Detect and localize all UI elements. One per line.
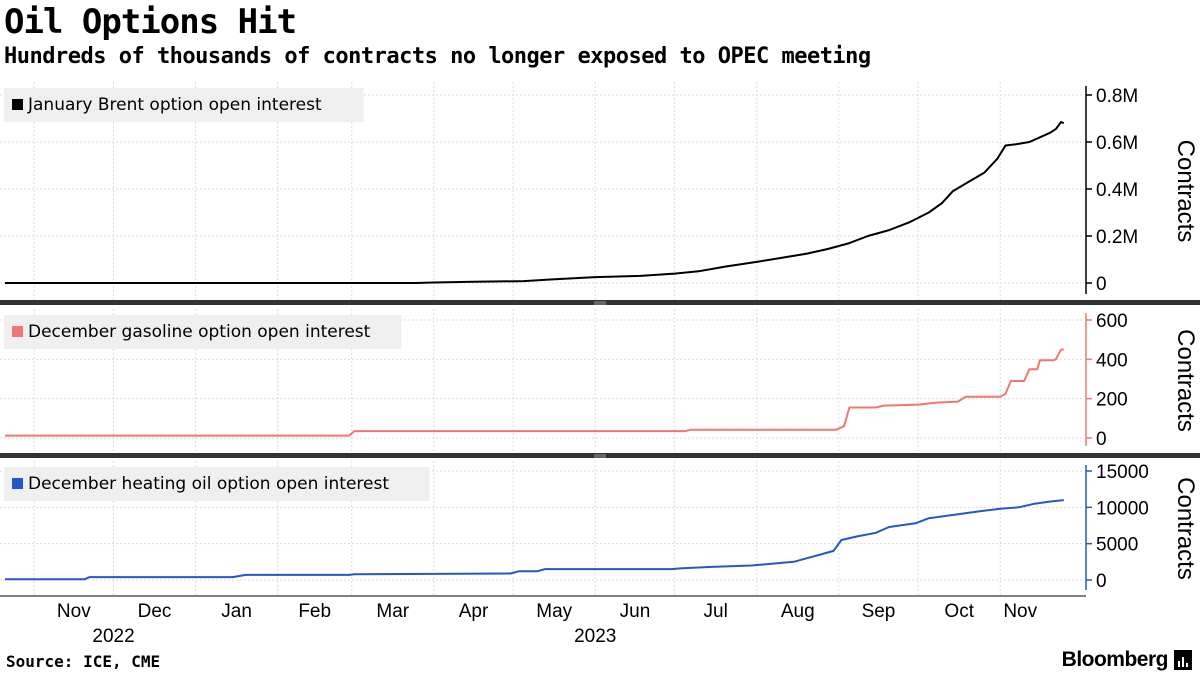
y-tick-label: 10000 [1096, 498, 1149, 519]
source-note: Source: ICE, CME [6, 652, 161, 671]
panel-2: 0 200 400 600 Contracts December gasoline opt… [0, 309, 1199, 452]
panel-1: 0 0.2M 0.4M 0.6M 0.8M Contracts January Brent … [0, 82, 1199, 300]
x-tick-label: Nov [1003, 601, 1037, 622]
y-axis-title: Contracts [1172, 329, 1199, 432]
y-tick-label: 400 [1096, 350, 1128, 371]
x-year-label: 2023 [574, 626, 616, 647]
chart-title: Oil Options Hit [4, 2, 297, 42]
y-tick-label: 15000 [1096, 462, 1149, 483]
y-axis-title: Contracts [1172, 477, 1199, 580]
legend-swatch [12, 478, 23, 489]
legend-label: December heating oil option open interes… [28, 474, 389, 494]
x-tick-label: Jun [620, 601, 651, 622]
legend-swatch [12, 99, 23, 110]
x-tick-label: Oct [944, 601, 974, 622]
y-tick-label: 0.2M [1096, 227, 1138, 248]
series-line [5, 121, 1065, 284]
chart-subtitle: Hundreds of thousands of contracts no lo… [4, 44, 871, 69]
y-tick-label: 0.6M [1096, 133, 1138, 154]
x-tick-label: Sep [862, 601, 896, 622]
y-tick-label: 200 [1096, 390, 1128, 411]
x-tick-label: Jul [704, 601, 728, 622]
y-tick-label: 5000 [1096, 535, 1138, 556]
y-tick-label: 0.8M [1096, 86, 1138, 107]
y-tick-label: 0 [1096, 571, 1107, 592]
panel-3: 0 5000 10000 15000 Contracts December heating… [0, 461, 1199, 596]
series-line [5, 499, 1064, 581]
y-tick-label: 0 [1096, 274, 1107, 295]
x-tick-label: Aug [781, 601, 815, 622]
legend-box [4, 467, 430, 501]
x-tick-label: Nov [57, 601, 91, 622]
x-tick-label: Feb [298, 601, 331, 622]
x-tick-label: Jan [221, 601, 252, 622]
brand-logo-icon [1174, 650, 1192, 670]
legend-box [4, 88, 364, 122]
x-year-label: 2022 [92, 626, 134, 647]
y-tick-label: 0 [1096, 429, 1107, 450]
legend-label: December gasoline option open interest [28, 322, 371, 342]
y-tick-label: 0.4M [1096, 180, 1138, 201]
x-tick-label: Apr [459, 601, 489, 622]
legend-box [4, 315, 402, 349]
y-tick-label: 600 [1096, 311, 1128, 332]
series-line [5, 348, 1064, 437]
y-axis-title: Contracts [1172, 140, 1199, 243]
brand-wordmark: Bloomberg [1061, 648, 1169, 671]
x-tick-label: Dec [138, 601, 172, 622]
legend-label: January Brent option open interest [27, 95, 322, 115]
x-tick-label: Mar [376, 601, 409, 622]
legend-swatch [12, 326, 23, 337]
x-tick-label: May [536, 601, 572, 622]
